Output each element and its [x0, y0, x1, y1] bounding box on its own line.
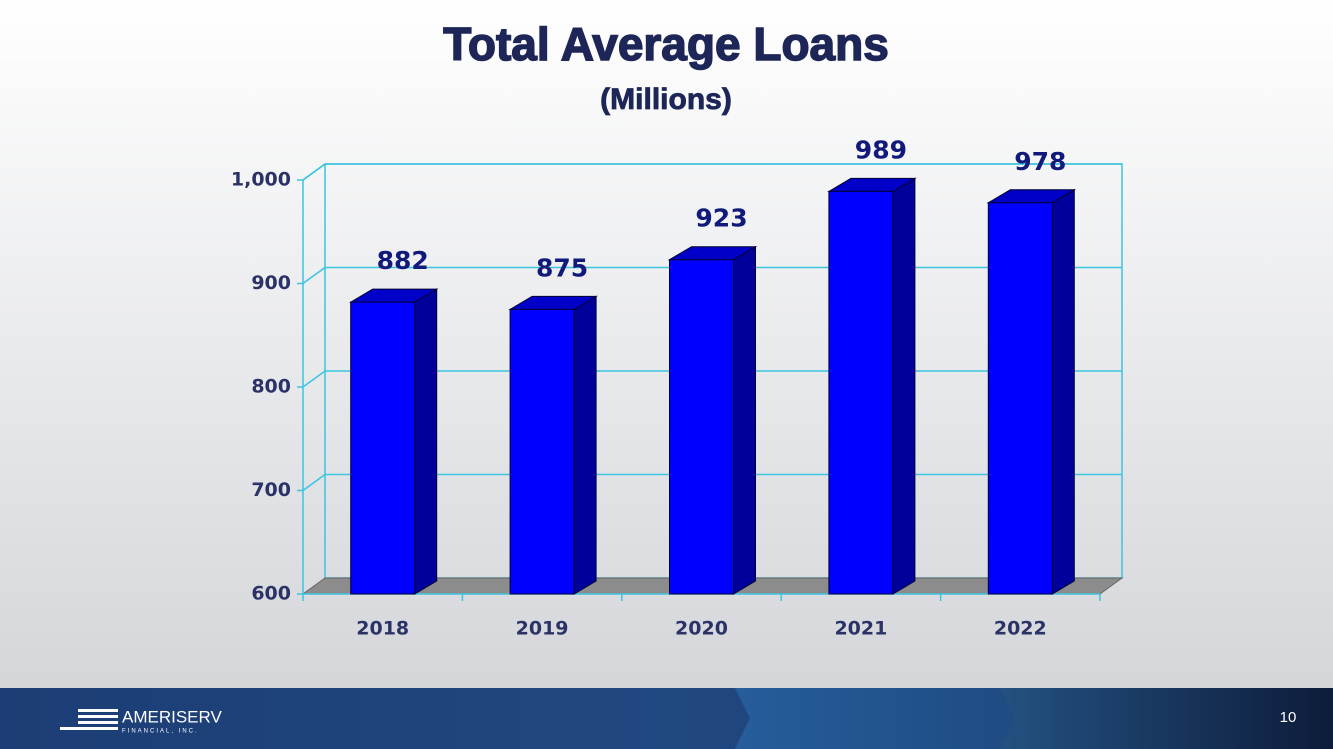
- value-label: 875: [536, 253, 588, 282]
- background: [0, 0, 1333, 688]
- bar-side: [573, 295, 597, 595]
- chart-title: Total Average Loans: [443, 18, 889, 70]
- bar-side: [414, 288, 438, 595]
- logo-stripe: [78, 721, 118, 724]
- y-tick-label: 700: [251, 479, 291, 501]
- logo-subtext: FINANCIAL, INC.: [122, 729, 199, 735]
- footer-chevron: [735, 688, 1015, 749]
- logo-stripe: [78, 709, 118, 712]
- x-tick-label: 2020: [675, 618, 728, 640]
- bar-side: [1051, 188, 1075, 595]
- bar: [987, 202, 1053, 595]
- logo-text: AMERISERV: [122, 707, 222, 726]
- side-grid-line: [302, 370, 326, 388]
- bar: [669, 259, 734, 595]
- footer-chevron: [0, 688, 750, 749]
- page-number: 10: [1280, 709, 1297, 726]
- x-tick-label: 2021: [834, 618, 887, 640]
- value-label: 978: [1014, 147, 1066, 176]
- logo-stripe: [60, 727, 118, 730]
- bar: [509, 308, 575, 595]
- y-tick-label: 600: [251, 583, 291, 605]
- y-tick-label: 1,000: [231, 169, 291, 191]
- side-grid-line: [302, 163, 326, 181]
- value-label: 989: [855, 135, 907, 164]
- y-tick-label: 800: [251, 376, 291, 398]
- x-tick-label: 2019: [516, 618, 569, 640]
- bar-side: [892, 177, 916, 595]
- side-grid-line: [302, 473, 326, 492]
- logo-stripe: [78, 715, 118, 718]
- bar: [350, 301, 416, 595]
- y-tick-label: 900: [251, 272, 291, 294]
- bar: [828, 190, 894, 595]
- chart-subtitle: (Millions): [600, 83, 732, 116]
- side-grid-line: [302, 266, 326, 285]
- x-tick-label: 2022: [994, 618, 1047, 640]
- value-label: 923: [695, 204, 747, 233]
- value-label: 882: [377, 246, 429, 275]
- logo: AMERISERV FINANCIAL, INC.: [60, 707, 222, 735]
- bar-side: [733, 245, 756, 595]
- x-tick-label: 2018: [356, 618, 409, 640]
- plot: 600 700 800 900 1,000 2018 882 2019 875 2020 923 20…: [231, 135, 1124, 640]
